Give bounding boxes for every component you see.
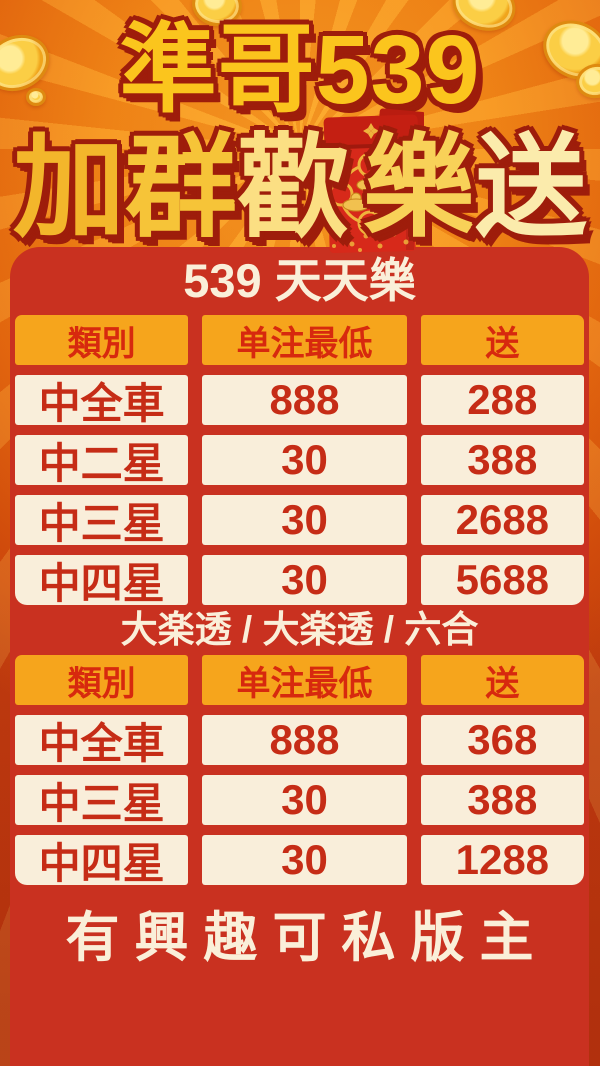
table-cell: 30 [202, 555, 407, 605]
title-char: 送 [475, 125, 587, 250]
page-title: 準哥539 [119, 15, 481, 124]
table-header-cell: 類別 [15, 315, 189, 365]
tables: 539 天天樂 類別 单注最低送中全車 888 288 中二星 30 388 中三星 30 2688… [10, 254, 589, 887]
table-cell: 中四星 [15, 555, 189, 607]
envelope-spacer [349, 183, 363, 193]
section-title: 大楽透 / 大楽透 / 六合 [120, 609, 479, 650]
table-cell: 288 [420, 375, 584, 425]
title-char: 群 [125, 125, 237, 250]
table-cell: 中三星 [15, 495, 189, 547]
title-char: 加 [13, 125, 125, 250]
promo-panel: 539 天天樂 類別 单注最低送中全車 888 288 中二星 30 388 中三星 30 2688… [10, 247, 589, 1066]
table-cell: 30 [202, 495, 407, 545]
table-cell: 中二星 [15, 435, 189, 487]
table-cell: 30 [202, 435, 407, 485]
red-envelope-icon [323, 108, 424, 253]
table-cell: 1288 [420, 835, 584, 885]
table-cell: 中全車 [15, 715, 189, 767]
section-title: 539 天天樂 [183, 254, 416, 307]
table-cell: 中四星 [15, 835, 189, 887]
table-cell: 5688 [420, 555, 584, 605]
table-header-cell: 单注最低 [202, 315, 407, 365]
footer-note: 有興趣可私版主 [65, 908, 549, 968]
title-line2: 加群歡樂送 [0, 124, 600, 252]
table-cell: 30 [202, 835, 407, 885]
title-char: 歡 [237, 125, 349, 250]
table-cell: 中三星 [15, 775, 189, 827]
table-header-cell: 单注最低 [202, 655, 407, 705]
coin-icon [26, 88, 46, 106]
table-cell: 2688 [420, 495, 584, 545]
table-header-cell: 送 [420, 655, 584, 705]
table-grid: 類別 单注最低送中全車 888 288 中二星 30 388 中三星 30 2688 中四星 30 56… [10, 315, 589, 607]
table-cell: 388 [420, 775, 584, 825]
table-cell: 388 [420, 435, 584, 485]
title-char: 樂 [363, 125, 475, 250]
table-header-cell: 送 [420, 315, 584, 365]
table-cell: 30 [202, 775, 407, 825]
table-header-cell: 類別 [15, 655, 189, 705]
table-cell: 中全車 [15, 375, 189, 427]
table-cell: 888 [202, 375, 407, 425]
table-cell: 368 [420, 715, 584, 765]
table-cell: 888 [202, 715, 407, 765]
table-grid: 類別 单注最低送中全車 888 368 中三星 30 388 中四星 30 1288 [10, 655, 589, 887]
